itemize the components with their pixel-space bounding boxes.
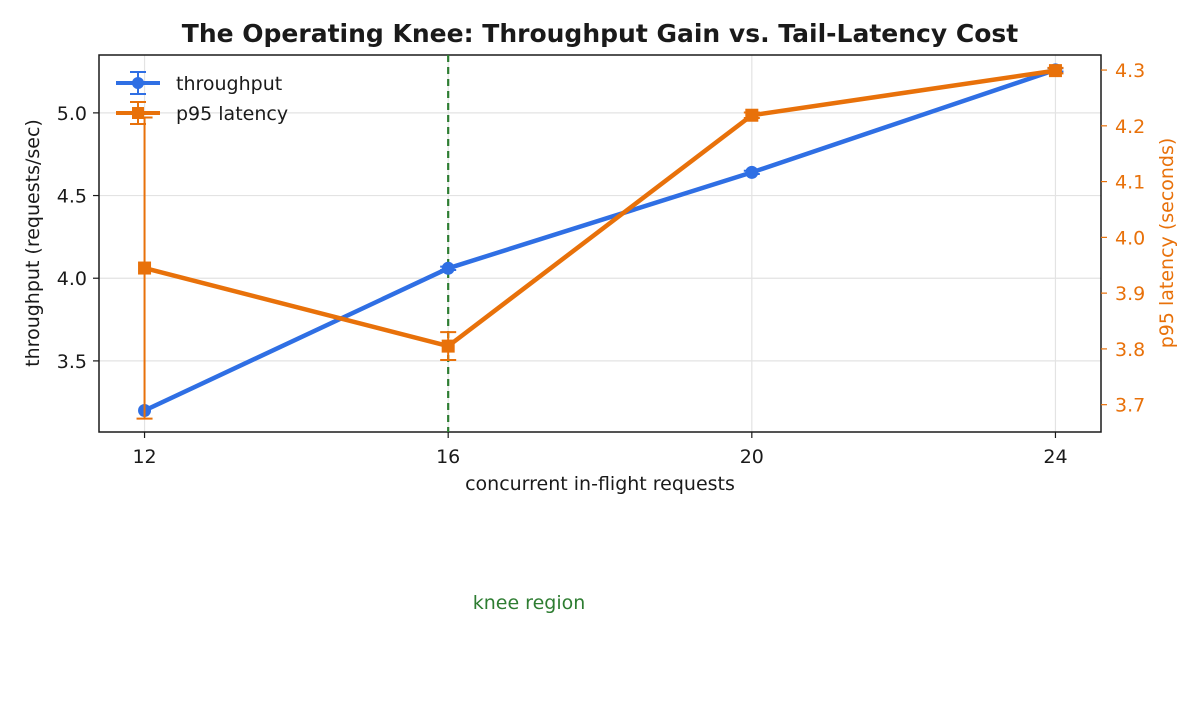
right-y-tick-label: 3.9 xyxy=(1115,283,1145,305)
right-y-tick-label: 4.0 xyxy=(1115,227,1145,249)
legend-p95-latency-label: p95 latency xyxy=(176,103,288,125)
right-y-tick-label: 4.2 xyxy=(1115,116,1145,138)
x-tick-label: 16 xyxy=(436,446,460,468)
x-tick-label: 12 xyxy=(132,446,156,468)
right-y-axis: 3.7 3.8 3.9 4.0 4.1 4.2 4.3 xyxy=(1101,60,1145,417)
legend: throughput p95 latency xyxy=(116,71,288,125)
left-y-tick-label: 4.0 xyxy=(57,268,87,290)
legend-throughput: throughput xyxy=(116,71,282,95)
legend-throughput-label: throughput xyxy=(176,73,282,95)
throughput-line xyxy=(143,67,1057,413)
knee-region-annotation: knee region xyxy=(473,592,586,614)
legend-p95-latency-marker xyxy=(132,107,144,119)
right-y-axis-label: p95 latency (seconds) xyxy=(1156,138,1178,349)
throughput-point xyxy=(745,165,759,179)
plot-area-frame xyxy=(98,54,1102,433)
left-y-tick-label: 3.5 xyxy=(57,351,87,373)
left-y-tick-label: 5.0 xyxy=(57,103,87,125)
x-tick-label: 20 xyxy=(740,446,764,468)
p95-latency-point xyxy=(441,339,455,353)
x-tick-label: 24 xyxy=(1043,446,1067,468)
left-y-axis: 3.5 4.0 4.5 5.0 xyxy=(57,103,99,373)
right-y-tick-label: 3.7 xyxy=(1115,395,1145,417)
series-layer xyxy=(136,63,1064,420)
right-y-tick-label: 4.1 xyxy=(1115,172,1145,194)
p95-latency-point xyxy=(1048,64,1062,78)
p95-latency-point xyxy=(745,108,759,122)
p95-latency-line xyxy=(143,68,1056,349)
right-y-tick-label: 3.8 xyxy=(1115,339,1145,361)
throughput-point xyxy=(441,261,455,275)
chart-title: The Operating Knee: Throughput Gain vs. … xyxy=(182,19,1018,48)
right-y-tick-label: 4.3 xyxy=(1115,60,1145,82)
left-y-tick-label: 4.5 xyxy=(57,186,87,208)
x-axis-label: concurrent in-flight requests xyxy=(465,473,735,495)
legend-throughput-marker xyxy=(132,77,144,89)
legend-p95-latency: p95 latency xyxy=(116,101,288,125)
left-y-axis-label: throughput (requests/sec) xyxy=(22,119,44,367)
x-axis: 12 16 20 24 xyxy=(132,432,1068,468)
p95-latency-point xyxy=(138,261,152,275)
